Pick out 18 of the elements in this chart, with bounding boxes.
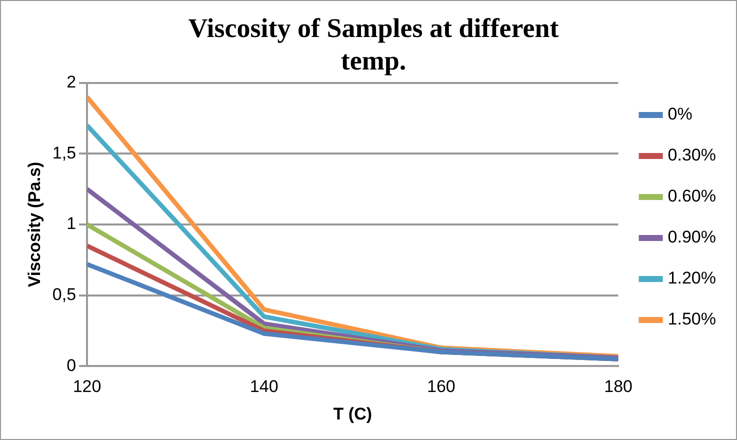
x-tick-label: 180 — [604, 377, 632, 396]
legend-label: 0% — [668, 104, 692, 124]
y-axis-title: Viscosity (Pa.s) — [24, 162, 44, 288]
legend-label: 1.50% — [668, 310, 716, 329]
legend-label: 0.90% — [668, 228, 716, 247]
legend-label: 1.20% — [668, 268, 716, 288]
legend-label: 0.60% — [668, 186, 716, 206]
chart-title: Viscosity of Samples at different temp. — [188, 13, 559, 76]
x-tick-label: 140 — [250, 377, 278, 396]
x-tick-label: 120 — [72, 377, 102, 396]
y-tick-label: 0,5 — [52, 285, 76, 304]
x-tick-label: 160 — [427, 377, 456, 396]
x-axis-title: T (C) — [333, 404, 372, 424]
y-tick-label: 2 — [66, 72, 76, 92]
legend-label: 0.30% — [668, 146, 716, 165]
y-tick-label: 1,5 — [52, 143, 76, 162]
y-tick-label: 1 — [66, 214, 76, 234]
y-tick-label: 0 — [66, 356, 76, 375]
